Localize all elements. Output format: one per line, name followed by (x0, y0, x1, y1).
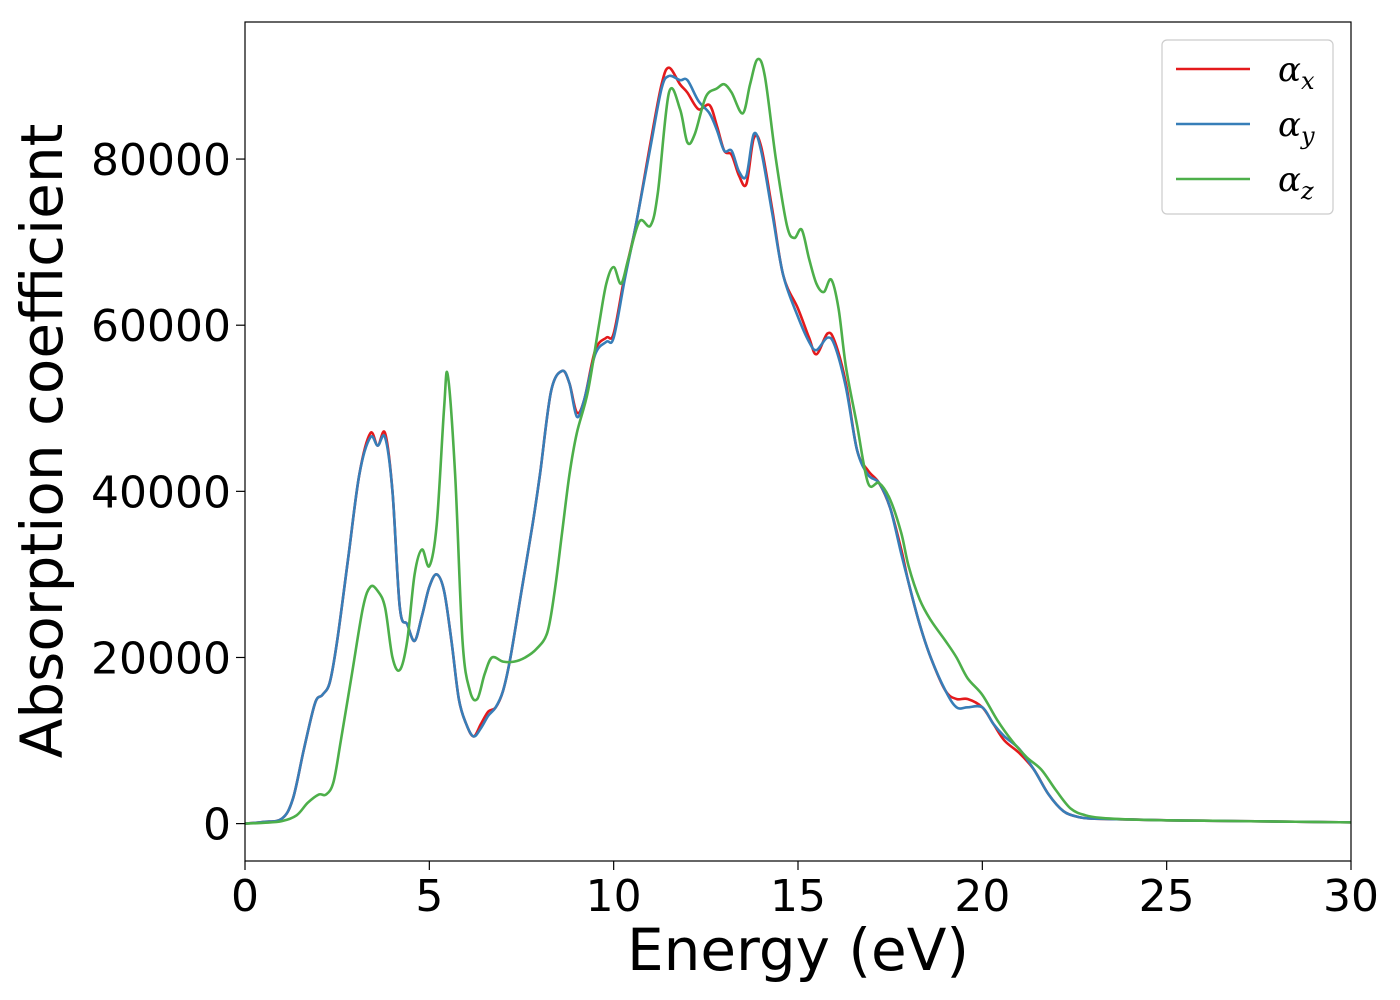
y-tick-label: 60000 (91, 301, 231, 352)
series-line-y (244, 74, 1352, 825)
legend: αx αy αz (1161, 39, 1334, 215)
y-tick-label: 20000 (91, 633, 231, 684)
series-line-z (244, 57, 1352, 825)
x-tick-label: 20 (954, 871, 1010, 922)
x-axis-title: Energy (eV) (627, 916, 969, 984)
legend-label-y: αy (1278, 105, 1315, 150)
legend-box (1161, 39, 1334, 215)
y-axis-title: Absorption coefficient (8, 124, 76, 759)
x-axis: 0 5 10 15 20 25 30 (231, 861, 1379, 922)
x-tick-label: 0 (231, 871, 259, 922)
x-tick-label: 25 (1139, 871, 1195, 922)
series-layer (244, 57, 1352, 825)
legend-label-z: αz (1278, 160, 1314, 205)
y-tick-label: 0 (203, 800, 231, 851)
x-tick-label: 30 (1323, 871, 1379, 922)
x-tick-label: 10 (586, 871, 642, 922)
x-tick-label: 15 (770, 871, 826, 922)
x-tick-label: 5 (415, 871, 443, 922)
y-tick-label: 80000 (91, 135, 231, 186)
y-axis: 0 20000 40000 60000 80000 (91, 135, 245, 851)
legend-label-x: αx (1278, 50, 1315, 95)
y-tick-label: 40000 (91, 467, 231, 518)
